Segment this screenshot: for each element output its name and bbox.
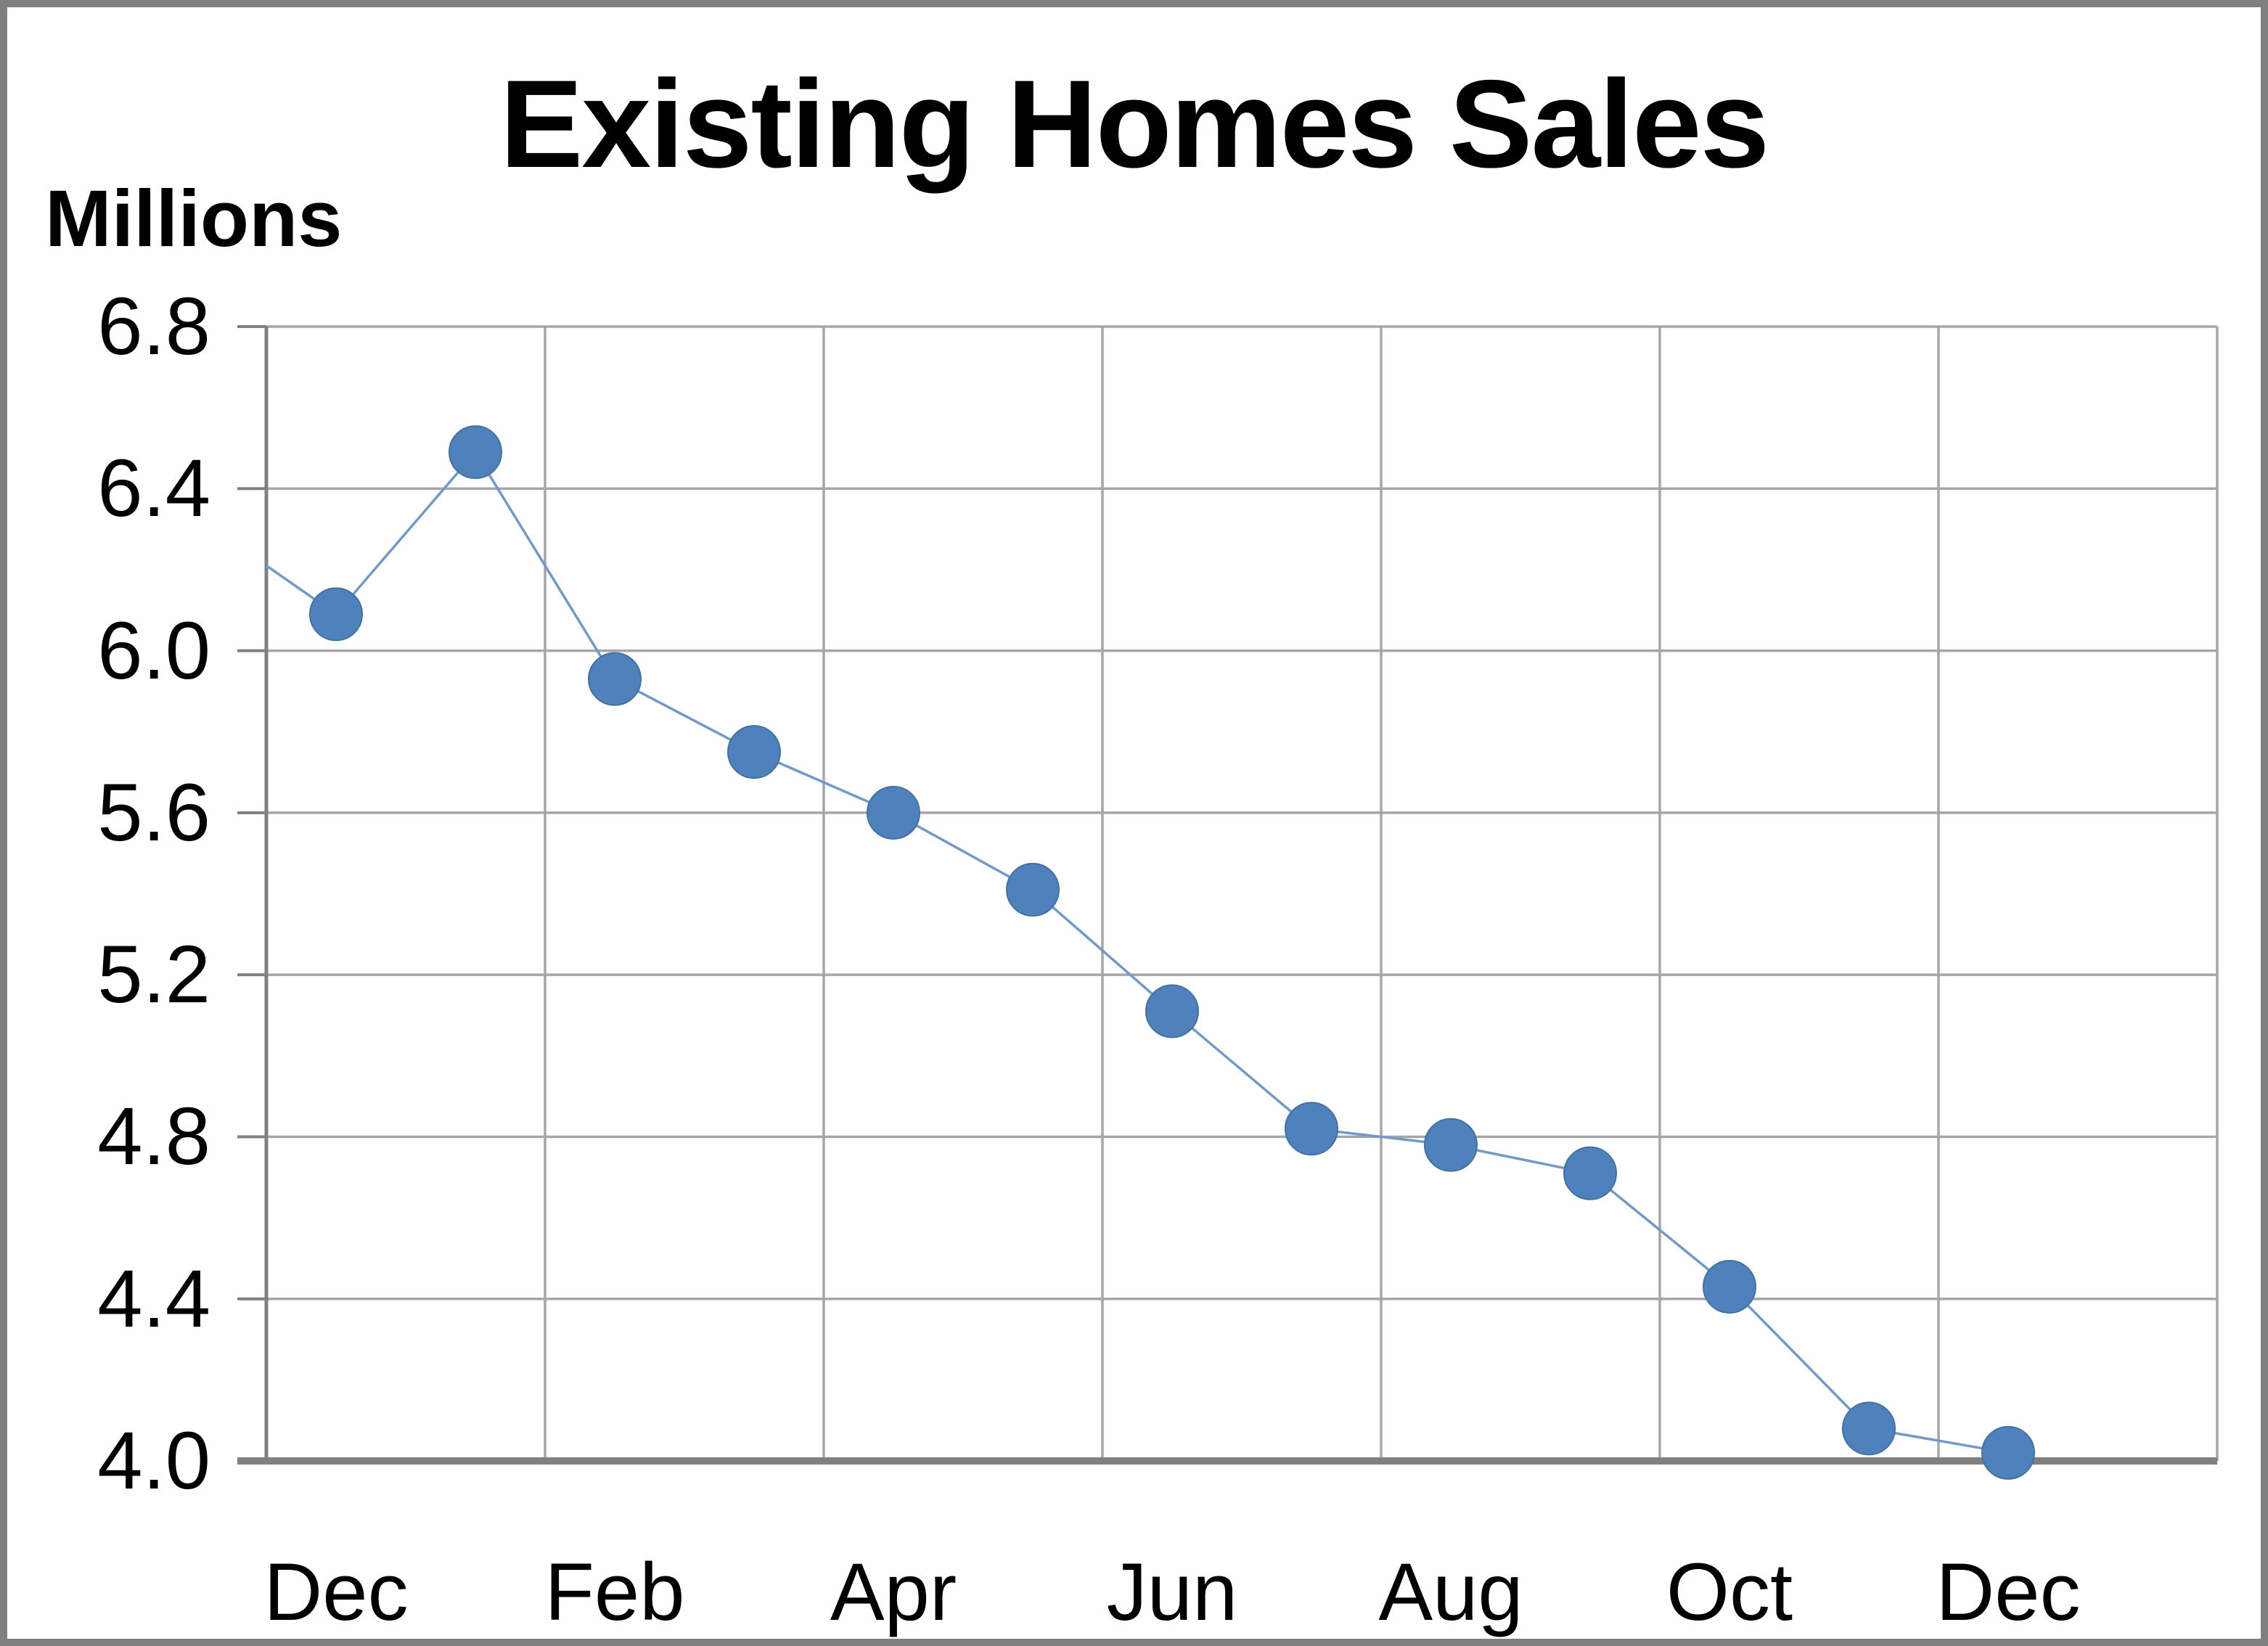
x-tick-label: Oct: [1666, 1547, 1793, 1637]
y-tick-label: 6.8: [97, 281, 210, 372]
y-tick-label: 4.4: [97, 1253, 210, 1344]
plot-area: [237, 325, 2219, 1480]
x-tick-label: Apr: [830, 1547, 957, 1637]
chart-title: Existing Homes Sales: [499, 54, 1770, 194]
y-tick-label: 5.6: [97, 766, 210, 858]
y-axis-unit-label: Millions: [45, 174, 343, 263]
data-point-marker: [867, 785, 920, 840]
data-point-marker: [309, 587, 363, 642]
y-tick-label: 4.8: [97, 1091, 210, 1182]
data-line: [265, 450, 2009, 1454]
x-tick-label: Dec: [1936, 1547, 2081, 1637]
data-point-marker: [449, 425, 502, 480]
y-tick-label: 6.0: [97, 605, 210, 696]
y-tick-label: 5.2: [97, 929, 210, 1020]
x-tick-label: Feb: [544, 1547, 685, 1637]
data-point-marker: [1563, 1146, 1617, 1200]
data-point-marker: [1285, 1102, 1338, 1156]
data-point-marker: [1842, 1401, 1896, 1456]
data-point-marker: [727, 725, 781, 779]
x-tick-label: Aug: [1378, 1547, 1523, 1637]
x-tick-label: Jun: [1106, 1547, 1238, 1637]
data-point-marker: [1006, 862, 1060, 917]
x-tick-label: Dec: [263, 1547, 409, 1637]
data-point-marker: [1981, 1425, 2035, 1480]
data-point-marker: [588, 652, 642, 706]
data-point-marker: [1424, 1118, 1478, 1172]
y-tick-label: 6.4: [97, 443, 210, 534]
data-point-marker: [1703, 1259, 1756, 1314]
data-point-marker: [1145, 984, 1199, 1039]
y-tick-label: 4.0: [97, 1415, 210, 1506]
